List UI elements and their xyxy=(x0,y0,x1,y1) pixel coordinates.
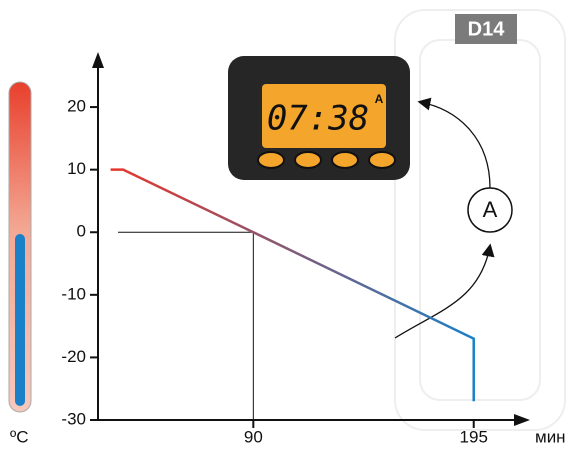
timer-mode: A xyxy=(375,92,384,106)
callout-arrow xyxy=(417,97,491,189)
x-tick-label: 90 xyxy=(244,427,263,446)
x-axis-unit: мин xyxy=(535,427,566,446)
y-tick-label: -20 xyxy=(61,347,86,366)
badge: D14 xyxy=(468,18,506,40)
badge-box xyxy=(455,14,517,44)
thermometer-fill xyxy=(15,234,25,406)
callout-arrow xyxy=(394,243,495,339)
y-tick-label: 10 xyxy=(67,159,86,178)
x-axis-arrow xyxy=(514,414,530,426)
y-tick-label: 0 xyxy=(77,222,86,241)
y-tick-label: 20 xyxy=(67,97,86,116)
x-tick-label: 195 xyxy=(460,427,488,446)
temperature-line xyxy=(110,168,475,402)
y-axis-arrow xyxy=(92,52,104,68)
callout-label: A xyxy=(483,197,498,222)
timer-device: 07:38 A xyxy=(228,56,410,180)
timer-display: 07:38 xyxy=(267,99,369,139)
y-tick-label: -10 xyxy=(61,284,86,303)
y-tick-label: -30 xyxy=(61,409,86,428)
y-axis-unit: ºC xyxy=(10,427,29,446)
